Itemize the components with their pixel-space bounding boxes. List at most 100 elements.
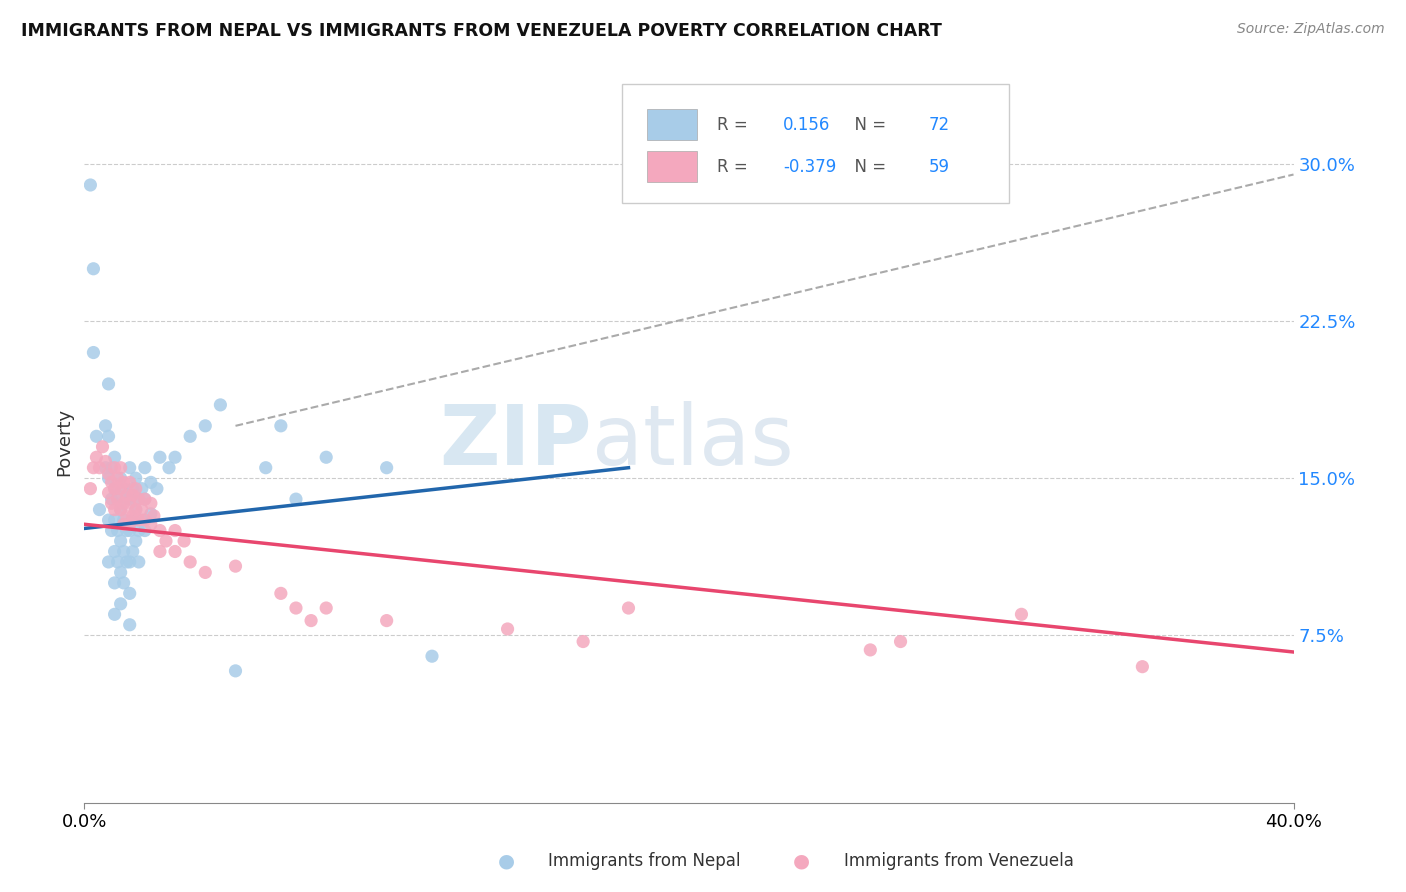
Point [110,460,132,475]
Point [107,524,129,538]
Y-axis label: Poverty: Poverty [55,408,73,475]
Point [94,454,117,468]
Point [91,440,114,454]
Point [375,614,398,628]
Point [115,555,138,569]
Point [97,376,120,391]
Text: ZIP: ZIP [440,401,592,482]
Point [165,450,187,465]
Text: ●: ● [498,851,515,871]
Point [110,502,132,516]
Point [94,460,117,475]
Point [134,492,156,507]
Point [146,482,169,496]
Point [131,502,153,516]
Point [89,502,111,516]
Point [149,544,172,558]
Point [121,508,143,523]
Point [121,488,143,502]
Text: IMMIGRANTS FROM NEPAL VS IMMIGRANTS FROM VENEZUELA POVERTY CORRELATION CHART: IMMIGRANTS FROM NEPAL VS IMMIGRANTS FROM… [21,22,942,40]
Point [285,492,308,507]
Point [89,460,111,475]
Point [121,544,143,558]
Point [315,450,337,465]
Point [179,555,201,569]
Point [110,502,132,516]
Point [194,566,217,580]
Point [112,482,135,496]
Point [225,664,247,678]
Point [254,460,277,475]
Point [110,534,132,549]
Point [270,418,292,433]
Point [157,460,180,475]
Point [375,460,398,475]
Point [118,555,141,569]
FancyBboxPatch shape [647,110,697,140]
Point [225,559,247,574]
Point [115,492,138,507]
Point [112,496,135,510]
Text: atlas: atlas [592,401,794,482]
Point [97,555,120,569]
Point [104,450,127,465]
Point [420,649,443,664]
Text: Immigrants from Venezuela: Immigrants from Venezuela [844,852,1073,870]
Point [100,460,122,475]
Text: N =: N = [844,158,891,176]
Point [125,534,148,549]
Point [165,544,187,558]
Point [149,524,172,538]
Point [118,524,141,538]
Point [104,482,127,496]
Text: 72: 72 [928,116,949,134]
Point [104,513,127,527]
Point [118,492,141,507]
Point [890,634,912,648]
Point [82,460,104,475]
Point [134,524,156,538]
Point [97,467,120,481]
Point [128,524,150,538]
Point [173,534,195,549]
Point [100,475,122,490]
Point [100,496,122,510]
Point [112,575,135,590]
Point [112,513,135,527]
Point [118,586,141,600]
Point [118,496,141,510]
Text: N =: N = [844,116,891,134]
Point [112,475,135,490]
Point [1130,659,1153,673]
Point [139,517,162,532]
Point [285,601,308,615]
Text: ●: ● [793,851,810,871]
Point [118,460,141,475]
Point [97,429,120,443]
Point [86,429,108,443]
Point [82,345,104,359]
Point [1011,607,1033,622]
Point [115,488,138,502]
Point [107,471,129,485]
Point [270,586,292,600]
Point [134,513,156,527]
Text: R =: R = [717,116,758,134]
Point [194,418,217,433]
Point [131,513,153,527]
Point [155,534,177,549]
Point [86,450,108,465]
Point [104,482,127,496]
Point [110,482,132,496]
Text: 0.156: 0.156 [783,116,831,134]
Point [142,508,165,523]
Point [149,450,172,465]
Point [128,513,150,527]
Point [104,607,127,622]
Point [121,513,143,527]
Point [572,634,595,648]
Point [209,398,232,412]
Point [128,492,150,507]
Point [125,502,148,516]
Point [104,575,127,590]
